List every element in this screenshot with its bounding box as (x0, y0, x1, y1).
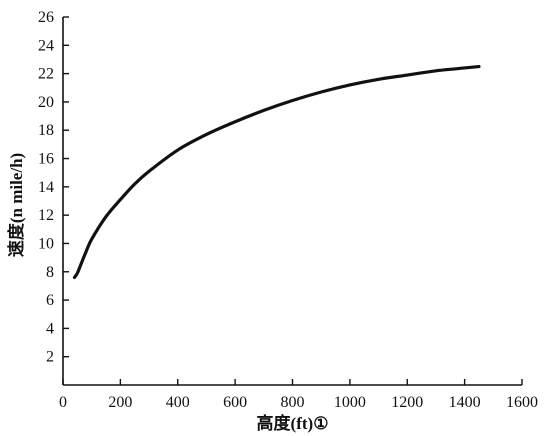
x-axis-title: 高度(ft)① (257, 413, 329, 433)
x-tick-label: 400 (166, 394, 190, 411)
x-tick-label: 600 (223, 394, 247, 411)
y-tick-label: 16 (38, 151, 54, 168)
x-tick-label: 1200 (391, 394, 423, 411)
y-tick-label: 24 (38, 37, 54, 54)
axis-labels: 高度(ft)① 速度(n mile/h) (6, 153, 328, 433)
y-tick-label: 18 (38, 122, 54, 139)
y-tick-label: 26 (38, 9, 54, 26)
y-tick-label: 22 (38, 66, 54, 83)
x-tick-label: 800 (281, 394, 305, 411)
y-tick-label: 20 (38, 94, 54, 111)
x-tick-label: 200 (108, 394, 132, 411)
y-tick-label: 2 (46, 349, 54, 366)
series-line (72, 64, 481, 280)
axes (62, 17, 522, 386)
y-tick-label: 8 (46, 264, 54, 281)
y-tick-label: 6 (46, 292, 54, 309)
y-tick-label: 10 (38, 235, 54, 252)
y-axis-title: 速度(n mile/h) (6, 153, 26, 257)
ticks: 0 200 400 600 800 1000 1200 1400 160024681012141… (38, 9, 538, 411)
y-tick-label: 14 (38, 179, 54, 196)
x-tick-label: 1000 (334, 394, 366, 411)
y-tick-label: 12 (38, 207, 54, 224)
x-tick-label: 1400 (449, 394, 481, 411)
series-layer (72, 64, 481, 280)
x-tick-label: 1600 (506, 394, 538, 411)
y-tick-label: 4 (46, 320, 54, 337)
x-tick-label: 0 (59, 394, 67, 411)
